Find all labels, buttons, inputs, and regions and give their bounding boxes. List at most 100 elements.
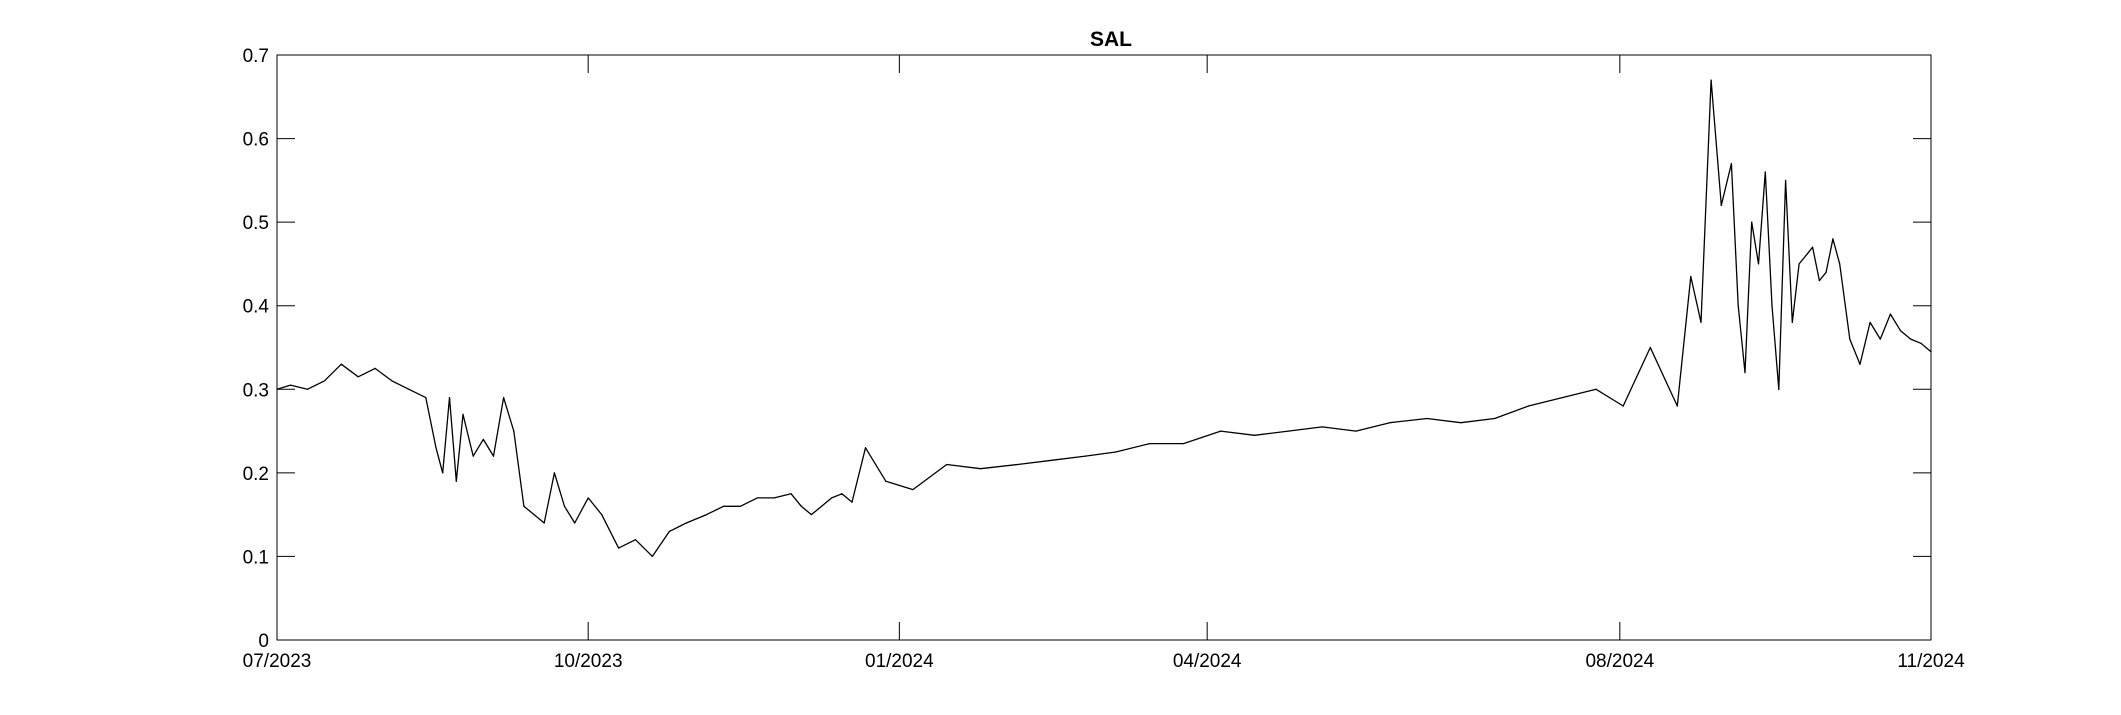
data-point <box>492 455 495 457</box>
data-point <box>543 522 545 524</box>
data-point <box>1561 397 1563 399</box>
data-point <box>1460 422 1462 424</box>
data-point <box>1920 342 1922 344</box>
data-point <box>912 488 914 491</box>
x-tick-label: 04/2024 <box>1173 651 1242 672</box>
data-point <box>685 522 687 524</box>
data-point <box>563 505 566 507</box>
data-point <box>810 514 813 516</box>
data-point <box>574 522 576 524</box>
data-point <box>472 455 474 457</box>
data-point <box>1084 455 1086 457</box>
data-point <box>1690 275 1692 278</box>
data-point <box>1832 238 1834 240</box>
data-point <box>1818 280 1820 282</box>
data-point <box>1839 263 1841 265</box>
data-point <box>1771 305 1773 307</box>
data-point <box>1812 246 1814 248</box>
data-point <box>503 397 505 399</box>
data-point <box>1287 430 1289 432</box>
data-point <box>553 472 555 474</box>
y-tick-label: 0.5 <box>243 213 269 234</box>
data-point <box>1017 463 1019 466</box>
data-point <box>1355 430 1357 432</box>
data-point <box>1321 426 1323 428</box>
x-tick-label: 11/2024 <box>1897 651 1965 672</box>
data-point <box>323 380 325 382</box>
data-point <box>651 555 654 558</box>
data-point <box>425 397 427 399</box>
data-point <box>722 505 725 507</box>
data-point <box>533 514 535 516</box>
data-point <box>1825 271 1827 273</box>
data-point <box>1426 417 1428 420</box>
data-point <box>1649 346 1651 349</box>
x-axis: 07/2023 10/2023 01/2024 04/2024 08/2024 11/20… <box>243 55 1965 672</box>
data-point <box>1757 263 1760 265</box>
data-point <box>1791 321 1793 324</box>
data-point <box>668 530 670 532</box>
data-point <box>601 514 603 516</box>
data-point <box>1676 405 1678 407</box>
data-point <box>1720 204 1722 207</box>
data-point <box>455 480 457 482</box>
data-point <box>1859 363 1861 365</box>
data-point <box>1622 405 1624 407</box>
data-point <box>1595 388 1597 390</box>
data-point <box>482 438 484 441</box>
data-point <box>790 493 792 495</box>
data-point <box>1798 263 1800 265</box>
data-point <box>1527 405 1530 407</box>
data-point <box>1220 430 1222 432</box>
data-point <box>391 380 393 382</box>
y-tick-label: 0.3 <box>243 380 269 401</box>
data-point <box>1869 321 1871 324</box>
data-point <box>340 363 342 365</box>
data-point <box>523 505 525 507</box>
data-point <box>979 468 982 470</box>
data-point <box>1253 434 1256 436</box>
data-point <box>435 447 437 449</box>
x-tick-label: 01/2024 <box>865 651 934 672</box>
data-point <box>587 497 589 499</box>
data-point <box>1737 305 1739 307</box>
data-point <box>851 501 853 503</box>
data-point <box>773 497 775 499</box>
data-point <box>1700 321 1702 324</box>
x-tick-label: 07/2023 <box>243 651 312 672</box>
data-point <box>1930 351 1932 353</box>
y-tick-label: 0.4 <box>243 297 270 318</box>
x-tick-label: 08/2024 <box>1585 651 1654 672</box>
data-point <box>513 430 515 432</box>
data-point <box>357 376 359 378</box>
y-tick-label: 0.2 <box>243 464 269 485</box>
data-point <box>1710 79 1712 81</box>
data-point <box>1730 163 1733 165</box>
data-point <box>1182 443 1185 445</box>
data-point <box>1050 459 1053 461</box>
data-point <box>946 463 948 466</box>
y-tick-label: 0.7 <box>243 46 269 67</box>
data-point <box>1805 254 1807 257</box>
series-layer <box>276 79 1932 558</box>
data-point <box>618 547 620 549</box>
data-point <box>739 505 741 507</box>
data-point <box>1115 451 1117 453</box>
data-point <box>1889 313 1892 315</box>
data-point <box>820 505 823 507</box>
data-point <box>885 480 887 482</box>
data-point <box>1751 221 1753 223</box>
data-point <box>705 514 708 516</box>
data-point <box>1744 371 1746 374</box>
data-point <box>1778 388 1780 390</box>
x-tick-label: 10/2023 <box>554 651 623 672</box>
data-point <box>1784 179 1787 181</box>
data-point <box>634 539 637 541</box>
data-point <box>1494 417 1496 420</box>
data-point <box>1764 171 1766 173</box>
data-point <box>276 388 278 390</box>
y-tick-label: 0.6 <box>243 130 269 151</box>
data-point <box>448 397 451 399</box>
series-line-0 <box>276 79 1932 558</box>
data-point <box>756 497 758 499</box>
